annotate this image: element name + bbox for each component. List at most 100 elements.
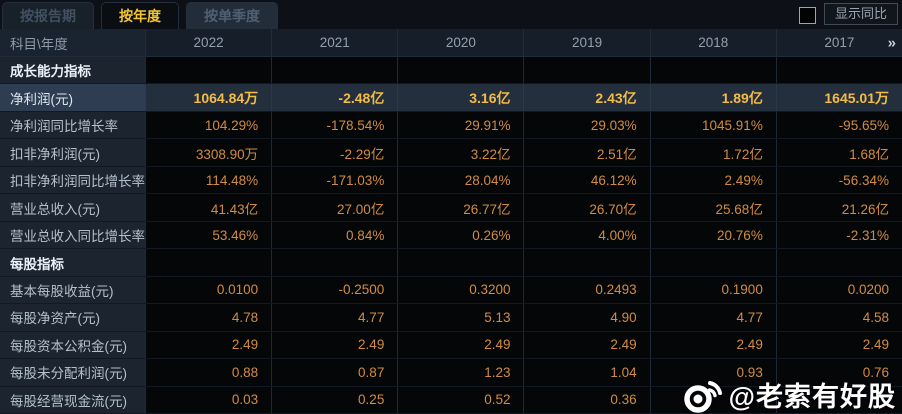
cell-value: 4.77 — [271, 304, 398, 331]
year-header: 2018 — [649, 29, 776, 56]
cell-value: 4.58 — [775, 304, 902, 331]
cell-value: 1.04 — [523, 359, 650, 386]
cell-value: 20.76% — [649, 221, 776, 249]
cell-value — [145, 249, 272, 276]
cell-value: 2.49 — [397, 331, 524, 359]
tab-by-report-period[interactable]: 按报告期 — [2, 2, 94, 29]
row-label: 净利润(元) — [0, 84, 145, 111]
cell-value: 2.49 — [271, 331, 398, 359]
table-row[interactable]: 净利润(元) 1064.84万 -2.48亿 3.16亿 2.43亿 1.89亿 1645.… — [0, 84, 902, 112]
table-row[interactable]: 成长能力指标 — [0, 57, 902, 85]
cell-value — [397, 249, 524, 276]
cell-value: 4.78 — [145, 304, 272, 331]
cell-value: 2.49 — [523, 331, 650, 359]
table-row[interactable]: 净利润同比增长率 104.29% -178.54% 29.91% 29.03% 1045.… — [0, 111, 902, 140]
cell-value: 2.51亿 — [523, 139, 650, 166]
period-tabbar: 按报告期 按年度 按单季度 显示同比 — [0, 0, 902, 29]
cell-value: -2.31% — [775, 221, 902, 249]
cell-value: 0.87 — [271, 359, 398, 386]
cell-value: -2.48亿 — [271, 84, 398, 111]
cell-value — [271, 57, 398, 84]
cell-value: 4.00% — [523, 221, 650, 249]
cell-value: 0.0100 — [145, 276, 272, 304]
cell-value: 2.49% — [649, 166, 776, 194]
cell-value — [397, 57, 524, 84]
tab-by-single-quarter[interactable]: 按单季度 — [186, 2, 278, 29]
table-header-row: 科目\年度 2022 2021 2020 2019 2018 2017 » — [0, 29, 902, 57]
cell-value — [145, 57, 272, 84]
cell-value: 4.90 — [523, 304, 650, 331]
cell-value: 2.49 — [775, 331, 902, 359]
cell-value: 0.3200 — [397, 276, 524, 304]
cell-value: 1045.91% — [649, 111, 776, 139]
cell-value: 3.22亿 — [397, 139, 524, 166]
cell-value: 53.46% — [145, 221, 272, 249]
year-header: 2020 — [397, 29, 523, 56]
year-header: 2017 » — [775, 29, 902, 56]
cell-value: -178.54% — [271, 111, 398, 139]
cell-value: 0.52 — [397, 386, 524, 414]
row-label: 每股经营现金流(元) — [0, 386, 145, 414]
cell-value: -0.2500 — [271, 276, 398, 304]
cell-value: 2.49 — [649, 331, 776, 359]
cell-value: 27.00亿 — [271, 194, 398, 221]
row-label: 每股指标 — [0, 249, 145, 276]
cell-value: 0.26% — [397, 221, 524, 249]
cell-value: 29.91% — [397, 111, 524, 139]
table-row[interactable]: 营业总收入(元) 41.43亿 27.00亿 26.77亿 26.70亿 25.68亿 21… — [0, 194, 902, 222]
more-years-chevron-icon[interactable]: » — [887, 34, 896, 51]
cell-value: 0.88 — [145, 359, 272, 386]
cell-value: 29.03% — [523, 111, 650, 139]
table-body: 成长能力指标 净利润(元) 1064.84万 -2.48亿 3.16亿 2.43亿 1.89… — [0, 57, 902, 414]
cell-value: 114.48% — [145, 166, 272, 194]
row-label: 每股未分配利润(元) — [0, 359, 145, 386]
row-label: 营业总收入同比增长率 — [0, 221, 145, 249]
cell-value: 28.04% — [397, 166, 524, 194]
cell-value: 104.29% — [145, 111, 272, 139]
cell-value: 26.77亿 — [397, 194, 524, 221]
table-row[interactable]: 每股未分配利润(元) 0.88 0.87 1.23 1.04 0.93 0.76 — [0, 359, 902, 387]
cell-value: 41.43亿 — [145, 194, 272, 221]
cell-value: 0.36 — [523, 386, 650, 414]
cell-value: -2.29亿 — [271, 139, 398, 166]
row-label: 扣非净利润(元) — [0, 139, 145, 166]
cell-value: 1.23 — [397, 359, 524, 386]
cell-value: 0.03 — [145, 386, 272, 414]
table-row[interactable]: 每股经营现金流(元) 0.03 0.25 0.52 0.36 — [0, 386, 902, 414]
cell-value: 3308.90万 — [145, 139, 272, 166]
table-row[interactable]: 每股指标 — [0, 249, 902, 277]
cell-value — [649, 249, 776, 276]
show-yoy-toggle-button[interactable]: 显示同比 — [823, 3, 898, 25]
row-label: 每股资本公积金(元) — [0, 331, 145, 359]
cell-value: 5.13 — [397, 304, 524, 331]
cell-value: -171.03% — [271, 166, 398, 194]
show-yoy-checkbox[interactable] — [798, 7, 816, 24]
cell-value: 1.89亿 — [649, 84, 776, 111]
year-header: 2022 — [145, 29, 271, 56]
row-label: 每股净资产(元) — [0, 304, 145, 331]
table-row[interactable]: 每股资本公积金(元) 2.49 2.49 2.49 2.49 2.49 2.49 — [0, 331, 902, 360]
table-row[interactable]: 营业总收入同比增长率 53.46% 0.84% 0.26% 4.00% 20.76% -2.… — [0, 221, 902, 250]
row-label: 成长能力指标 — [0, 57, 145, 84]
cell-value — [649, 57, 776, 84]
table-row[interactable]: 基本每股收益(元) 0.0100 -0.2500 0.3200 0.2493 0.1900… — [0, 276, 902, 305]
row-label: 营业总收入(元) — [0, 194, 145, 221]
cell-value — [523, 57, 650, 84]
year-header-label: 2017 — [824, 35, 855, 50]
row-label: 净利润同比增长率 — [0, 111, 145, 139]
cell-value: -56.34% — [775, 166, 902, 194]
cell-value: 0.2493 — [523, 276, 650, 304]
table-row[interactable]: 扣非净利润(元) 3308.90万 -2.29亿 3.22亿 2.51亿 1.72亿 1.6… — [0, 139, 902, 167]
table-row[interactable]: 扣非净利润同比增长率 114.48% -171.03% 28.04% 46.12% 2.4… — [0, 166, 902, 195]
cell-value — [775, 249, 902, 276]
cell-value: 46.12% — [523, 166, 650, 194]
cell-value: 4.77 — [649, 304, 776, 331]
cell-value: 1.68亿 — [775, 139, 902, 166]
cell-value — [775, 386, 902, 414]
cell-value: 0.1900 — [649, 276, 776, 304]
cell-value — [649, 386, 776, 414]
tab-by-year[interactable]: 按年度 — [101, 2, 179, 29]
cell-value: 1064.84万 — [145, 84, 272, 111]
table-row[interactable]: 每股净资产(元) 4.78 4.77 5.13 4.90 4.77 4.58 — [0, 304, 902, 332]
